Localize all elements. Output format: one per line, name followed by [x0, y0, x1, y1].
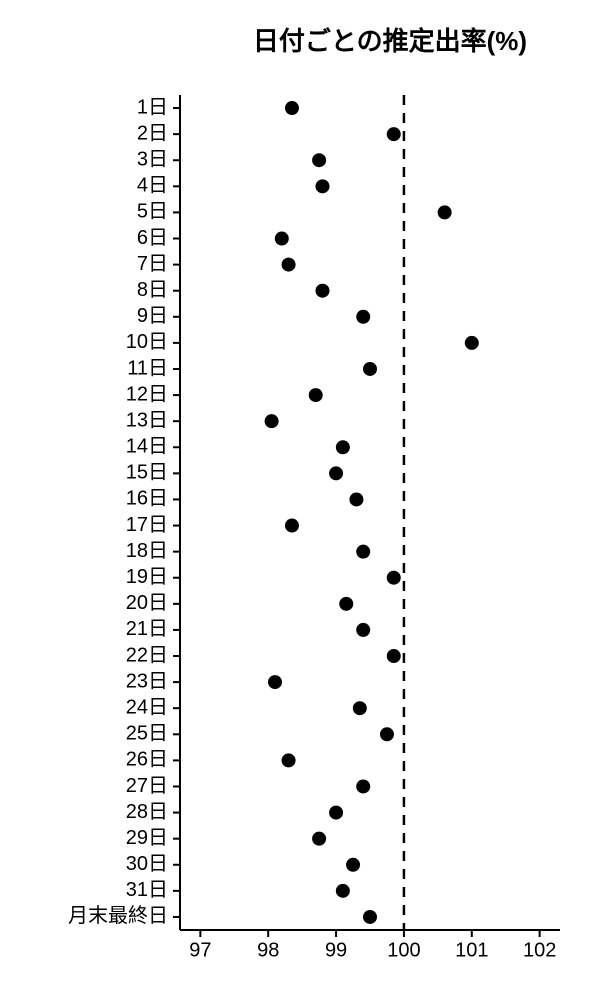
y-tick-label: 30日 [126, 853, 168, 875]
data-point [339, 597, 353, 611]
x-tick-label: 100 [387, 940, 420, 962]
y-tick-label: 月末最終日 [68, 904, 168, 927]
data-point [380, 727, 394, 741]
dot-plot-chart: 日付ごとの推定出率(%) 97 98 99 100 101 102 1日 2日 3日 4日 5日 6日 7… [0, 0, 600, 1000]
y-tick-label: 9日 [137, 305, 168, 327]
data-point [387, 649, 401, 663]
data-point [268, 675, 282, 689]
y-tick-label: 31日 [126, 879, 168, 901]
data-point [285, 519, 299, 533]
data-point [363, 362, 377, 376]
chart-title: 日付ごとの推定出率(%) [253, 26, 527, 56]
y-tick-label: 21日 [126, 618, 168, 640]
x-tick-label: 101 [455, 940, 488, 962]
data-point [346, 858, 360, 872]
y-tick-label: 17日 [126, 514, 168, 536]
y-tick-label: 28日 [126, 801, 168, 823]
y-tick-label: 2日 [137, 122, 168, 144]
y-tick-label: 14日 [126, 436, 168, 458]
data-point [282, 258, 296, 272]
data-point [309, 388, 323, 402]
y-tick-label: 23日 [126, 670, 168, 692]
data-point [356, 623, 370, 637]
data-point [387, 571, 401, 585]
y-tick-label: 18日 [126, 540, 168, 562]
data-point [356, 779, 370, 793]
data-point [438, 205, 452, 219]
data-point [387, 127, 401, 141]
y-tick-label: 25日 [126, 723, 168, 745]
y-tick-label: 11日 [127, 357, 168, 379]
data-point [285, 101, 299, 115]
data-point [349, 492, 363, 506]
y-tick-label: 22日 [126, 644, 168, 666]
data-point [353, 701, 367, 715]
data-point [265, 414, 279, 428]
data-point [356, 310, 370, 324]
data-point [312, 832, 326, 846]
data-point [356, 545, 370, 559]
data-point [336, 440, 350, 454]
data-point [312, 153, 326, 167]
data-point [363, 910, 377, 924]
y-tick-label: 26日 [126, 749, 168, 771]
y-tick-label: 27日 [126, 775, 168, 797]
x-tick-label: 98 [257, 940, 279, 962]
data-point [329, 806, 343, 820]
y-tick-label: 19日 [126, 566, 168, 588]
y-tick-label: 7日 [137, 253, 168, 275]
y-tick-label: 29日 [126, 827, 168, 849]
data-point [282, 753, 296, 767]
data-point [316, 284, 330, 298]
y-tick-label: 1日 [137, 96, 168, 118]
y-tick-label: 16日 [126, 488, 168, 510]
y-tick-label: 15日 [126, 462, 168, 484]
y-tick-label: 13日 [126, 409, 168, 431]
data-point [465, 336, 479, 350]
y-tick-label: 12日 [126, 383, 168, 405]
x-tick-label: 102 [523, 940, 556, 962]
y-tick-label: 20日 [126, 592, 168, 614]
y-tick-label: 6日 [137, 227, 168, 249]
y-tick-label: 8日 [137, 279, 168, 301]
data-point [316, 179, 330, 193]
y-tick-label: 4日 [137, 175, 168, 197]
x-tick-label: 97 [189, 940, 211, 962]
y-tick-label: 10日 [126, 331, 168, 353]
data-point [329, 466, 343, 480]
data-point [275, 232, 289, 246]
x-tick-label: 99 [325, 940, 347, 962]
data-point [336, 884, 350, 898]
y-tick-label: 3日 [137, 149, 168, 171]
y-tick-label: 5日 [137, 201, 168, 223]
y-tick-label: 24日 [126, 696, 168, 718]
